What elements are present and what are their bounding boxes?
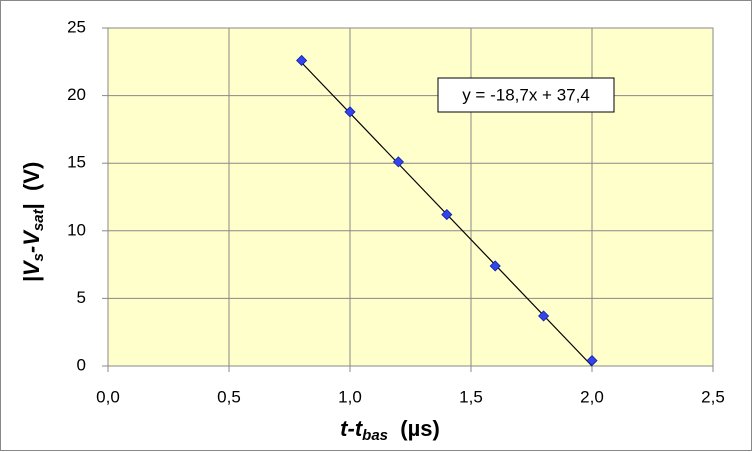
y-tick-label: 0	[77, 355, 86, 374]
x-tick-label: 0,0	[96, 387, 120, 406]
x-tick-label: 2,5	[701, 387, 725, 406]
data-point	[489, 260, 501, 272]
data-point	[441, 209, 453, 221]
x-axis-title-part: (µs)	[388, 416, 440, 441]
x-tick-label: 1,5	[459, 387, 483, 406]
x-tick-label: 2,0	[580, 387, 604, 406]
data-point	[392, 156, 404, 168]
y-tick-label: 20	[67, 85, 86, 104]
y-tick-label: 15	[67, 153, 86, 172]
equation-label: y = -18,7x + 37,4	[462, 85, 590, 104]
y-tick-label: 25	[67, 17, 86, 36]
y-tick-label: 5	[77, 288, 86, 307]
y-axis-title-part: sat	[30, 208, 47, 231]
data-point	[296, 54, 308, 67]
data-point	[344, 106, 356, 118]
y-axis-title-part: |V	[19, 259, 44, 282]
equation-box	[437, 77, 615, 113]
x-axis-title-part: t-t	[340, 416, 364, 441]
y-axis-title-part: -V	[19, 229, 44, 253]
y-axis-title: |Vs-Vsat| (V)	[19, 162, 47, 283]
plot-border	[107, 27, 714, 367]
x-tick-label: 0,5	[217, 387, 241, 406]
plot-area	[108, 28, 713, 366]
y-axis-title-part: s	[30, 253, 47, 261]
x-axis-title: t-tbas (µs)	[340, 416, 440, 444]
data-point	[586, 355, 598, 367]
data-point	[538, 310, 550, 322]
y-axis-title-part: | (V)	[19, 162, 44, 210]
x-tick-label: 1,0	[338, 387, 362, 406]
y-tick-label: 10	[67, 220, 86, 239]
x-axis-title-part: bas	[362, 427, 388, 444]
